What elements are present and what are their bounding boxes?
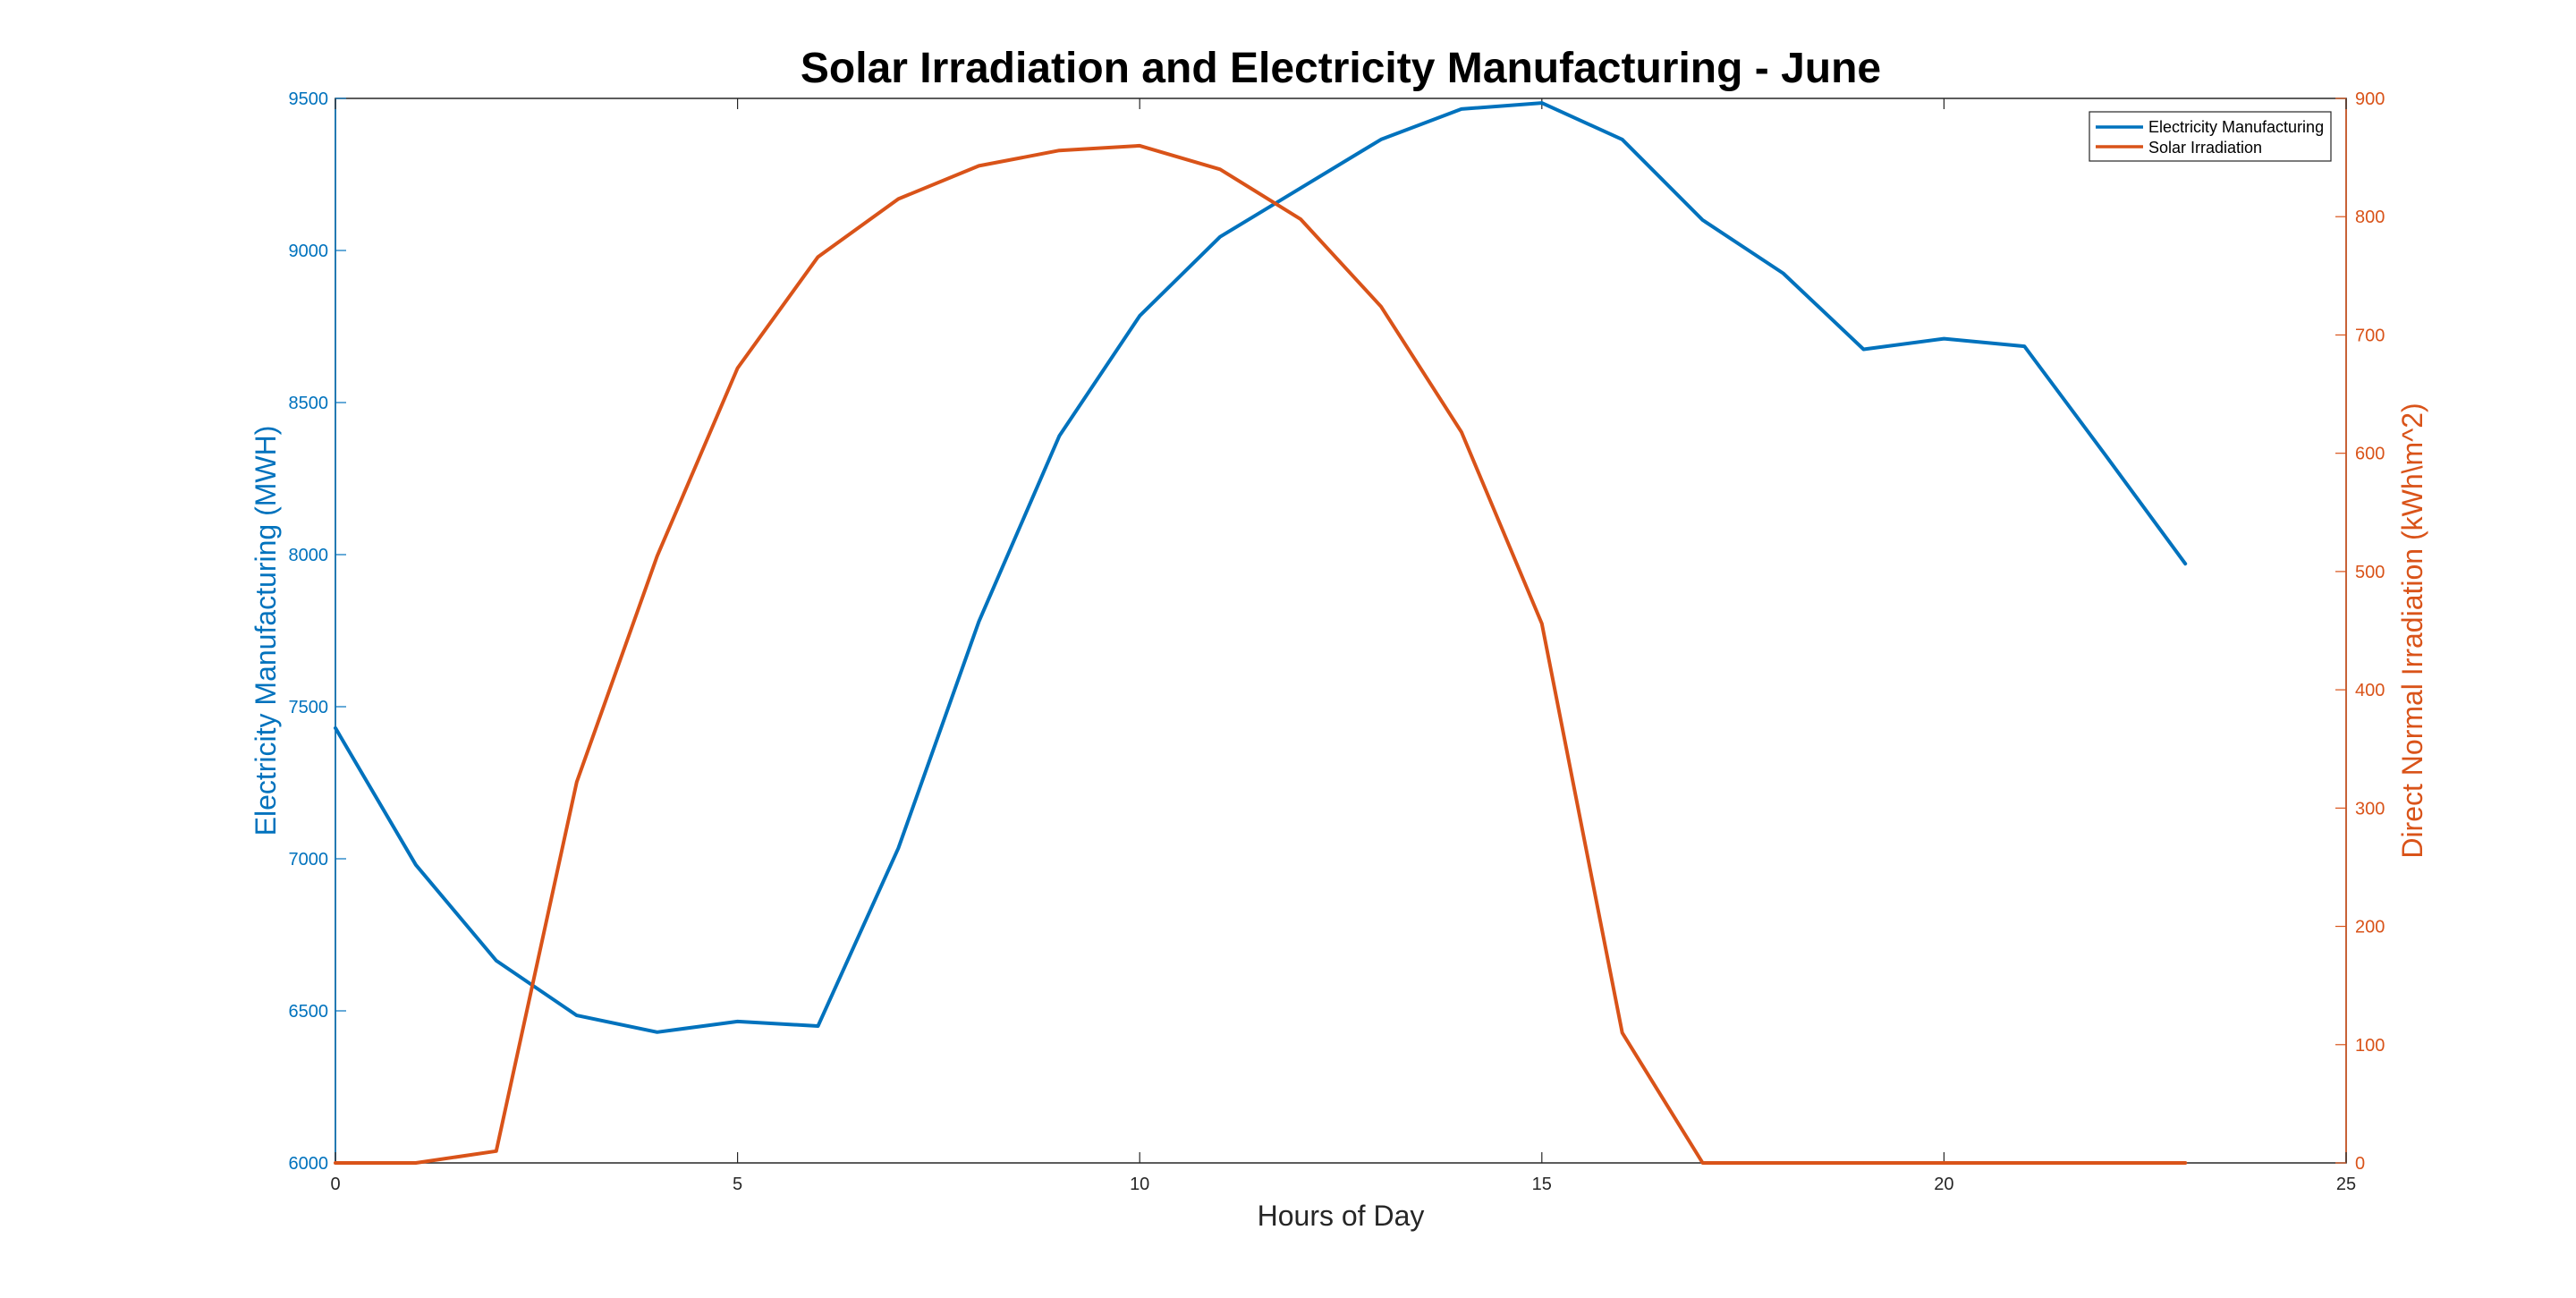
x-tick-label-10: 10	[1130, 1175, 1149, 1194]
left-y-tick-label-6500: 6500	[289, 1002, 329, 1022]
right-y-tick-label-400: 400	[2355, 681, 2385, 700]
right-y-tick-label-900: 900	[2355, 89, 2385, 109]
right-y-tick-label-100: 100	[2355, 1036, 2385, 1056]
left-y-axis-ticks: 6000 6500 7000 7500 8000 8500 9000 9500	[289, 89, 346, 1174]
x-axis-label: Hours of Day	[1258, 1200, 1425, 1232]
left-y-tick-label-7500: 7500	[289, 698, 329, 717]
left-y-tick-label-7000: 7000	[289, 850, 329, 870]
x-tick-label-0: 0	[330, 1175, 340, 1194]
x-tick-label-25: 25	[2336, 1175, 2356, 1194]
right-y-tick-label-600: 600	[2355, 445, 2385, 464]
chart-title: Solar Irradiation and Electricity Manufa…	[801, 45, 1881, 92]
x-tick-label-15: 15	[1532, 1175, 1552, 1194]
right-y-tick-label-700: 700	[2355, 326, 2385, 345]
plot-area-frame	[335, 98, 2347, 1164]
right-y-tick-label-500: 500	[2355, 563, 2385, 582]
left-y-tick-label-9500: 9500	[289, 89, 329, 109]
left-y-axis-label: Electricity Manufacturing (MWH)	[250, 426, 282, 836]
legend-box	[2089, 111, 2332, 162]
left-y-tick-label-8500: 8500	[289, 394, 329, 413]
series-layer	[334, 101, 2188, 1165]
left-y-tick-label-9000: 9000	[289, 242, 329, 261]
right-y-tick-label-300: 300	[2355, 799, 2385, 819]
right-y-axis-ticks: 0 100 200 300 400 500 600 700 800 900	[2335, 89, 2385, 1174]
right-y-tick-label-200: 200	[2355, 918, 2385, 937]
legend-label-electricity: Electricity Manufacturing	[2148, 118, 2324, 136]
right-y-axis-label: Direct Normal Irradiation (kWh\m^2)	[2396, 403, 2428, 858]
left-y-tick-label-8000: 8000	[289, 546, 329, 565]
right-y-tick-label-800: 800	[2355, 208, 2385, 227]
left-y-tick-label-6000: 6000	[289, 1154, 329, 1174]
right-y-tick-label-0: 0	[2355, 1154, 2365, 1174]
legend: Electricity Manufacturing Solar Irradiat…	[2089, 111, 2332, 162]
x-tick-label-20: 20	[1934, 1175, 1953, 1194]
legend-label-solar: Solar Irradiation	[2148, 139, 2262, 157]
solar-irradiation-line	[334, 143, 2188, 1165]
electricity-manufacturing-line	[334, 101, 2188, 1034]
x-tick-label-5: 5	[733, 1175, 742, 1194]
